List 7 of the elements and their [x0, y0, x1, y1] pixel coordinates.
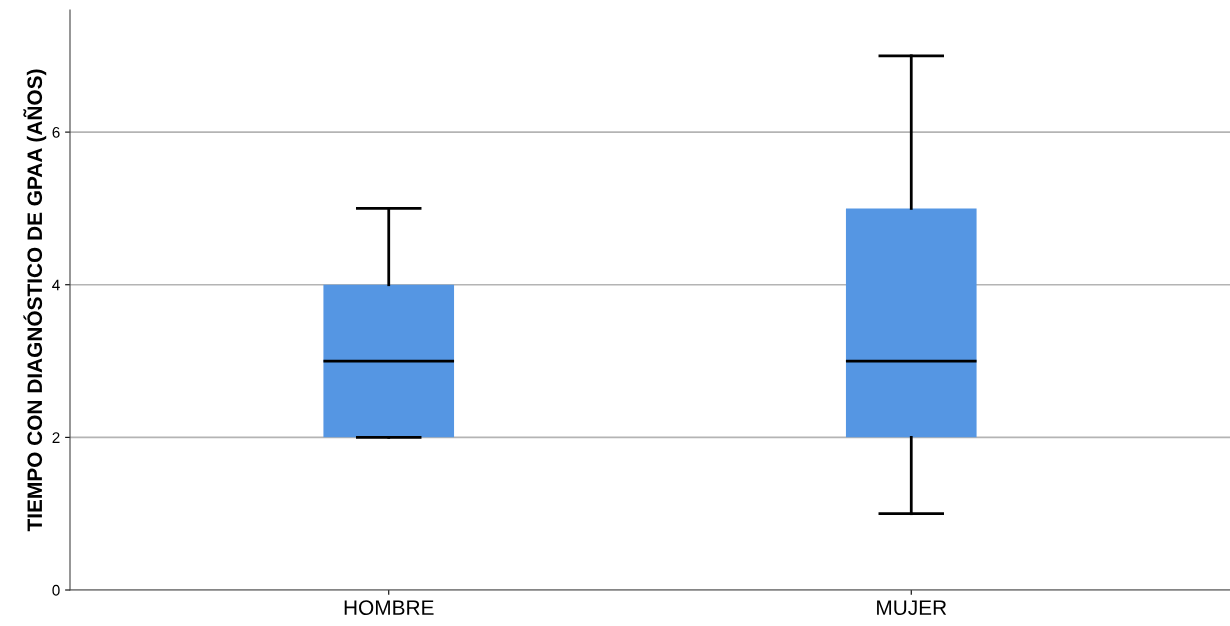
x-tick-label: HOMBRE: [344, 600, 434, 616]
y-tick-label: 0: [52, 584, 60, 596]
y-tick-label: 2: [52, 432, 60, 443]
y-tick-label: 6: [52, 126, 60, 138]
y-axis-title: TIEMPO CON DIAGNÓSTICO DE GPAA (AÑOS): [23, 69, 47, 532]
x-tick-label: MUJER: [877, 600, 947, 616]
y-tick-label: 4: [52, 279, 60, 291]
